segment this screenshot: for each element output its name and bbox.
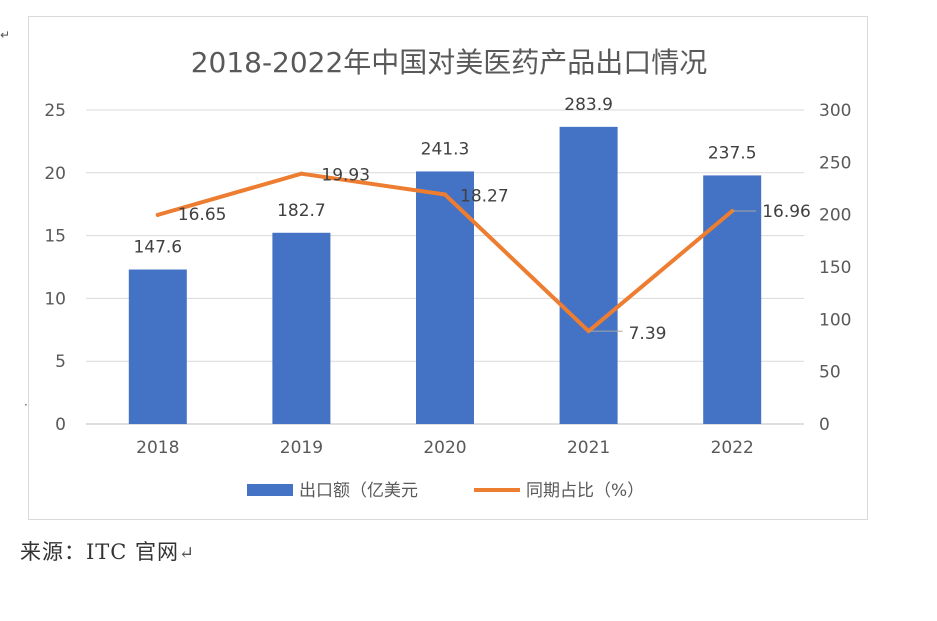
right-tick-label: 100 [819, 310, 851, 330]
left-tick-label: 20 [44, 164, 66, 184]
left-tick-label: 0 [55, 415, 66, 435]
bar-value-label: 182.7 [277, 201, 326, 221]
stray-return-mark: ↵ [0, 28, 11, 42]
stray-dot-mark: · [24, 398, 28, 412]
bar-value-label: 241.3 [421, 139, 470, 159]
line-value-label: 18.27 [460, 187, 509, 207]
left-tick-label: 15 [44, 227, 66, 247]
bar [128, 269, 187, 424]
line-point [299, 171, 304, 176]
right-tick-label: 200 [819, 206, 851, 226]
x-tick-label: 2020 [423, 438, 466, 458]
line-value-label: 16.65 [178, 205, 227, 225]
chart-svg: 147.6 182.7 241.3 283.9 237.5 16.65 19.93 18.27… [44, 46, 851, 501]
bar [416, 171, 474, 424]
line-value-label: 7.39 [629, 324, 667, 344]
right-tick-label: 250 [819, 153, 851, 173]
x-tick-label: 2019 [280, 438, 323, 458]
left-tick-label: 10 [44, 289, 66, 309]
bar-value-label: 283.9 [564, 95, 613, 115]
source-text: 来源：ITC 官网 [20, 540, 180, 564]
bar [559, 126, 618, 425]
x-tick-label: 2022 [711, 438, 754, 458]
chart-frame: 147.6 182.7 241.3 283.9 237.5 16.65 19.93 18.27… [28, 16, 868, 520]
line-series [155, 171, 735, 334]
return-glyph: ↵ [179, 543, 196, 564]
line-point [155, 212, 160, 217]
line-value-label: 19.93 [321, 166, 370, 186]
left-tick-label: 5 [55, 352, 66, 372]
chart-title: 2018-2022年中国对美医药产品出口情况 [191, 46, 708, 79]
bar [272, 232, 331, 424]
left-tick-label: 25 [44, 101, 66, 121]
line-point [443, 192, 447, 197]
legend: 出口额（亿美元 同期占比（%） [247, 481, 644, 501]
data-labels: 147.6 182.7 241.3 283.9 237.5 16.65 19.93 18.27… [133, 95, 810, 344]
bar [703, 175, 762, 424]
legend-label-line: 同期占比（%） [526, 481, 644, 501]
line-value-label: 16.96 [762, 202, 811, 222]
right-tick-label: 0 [819, 415, 830, 435]
bar-value-label: 147.6 [133, 238, 182, 258]
right-tick-label: 300 [819, 101, 851, 121]
source-caption: 来源：ITC 官网↵ [20, 536, 195, 566]
bars [128, 126, 762, 425]
bar-value-label: 237.5 [708, 143, 757, 163]
right-tick-label: 50 [819, 363, 841, 383]
x-tick-label: 2018 [136, 438, 179, 458]
legend-label-bar: 出口额（亿美元 [299, 481, 418, 501]
right-tick-label: 150 [819, 258, 851, 278]
x-tick-label: 2021 [567, 438, 610, 458]
legend-swatch-bar [247, 484, 293, 496]
